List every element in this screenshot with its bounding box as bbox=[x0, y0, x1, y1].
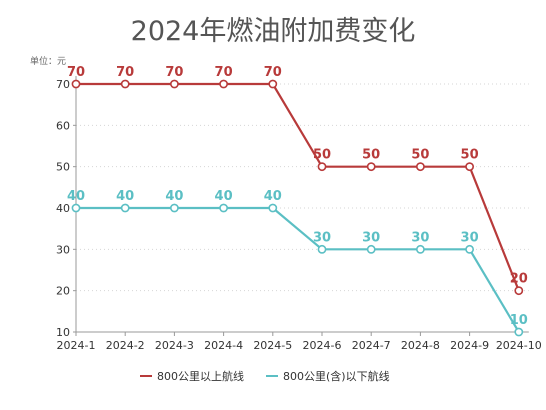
data-label: 50 bbox=[461, 148, 479, 163]
unit-label: 单位：元 bbox=[30, 55, 66, 67]
x-tick-label: 2024-10 bbox=[496, 339, 542, 352]
data-label: 30 bbox=[313, 230, 331, 245]
x-tick-label: 2024-9 bbox=[450, 339, 489, 352]
data-point bbox=[71, 79, 81, 89]
data-point bbox=[317, 244, 327, 254]
x-tick-label: 2024-4 bbox=[204, 339, 243, 352]
data-label: 40 bbox=[165, 189, 183, 204]
x-tick-label: 2024-8 bbox=[401, 339, 440, 352]
data-point bbox=[366, 244, 376, 254]
data-label: 70 bbox=[215, 65, 233, 80]
data-label: 30 bbox=[411, 230, 429, 245]
data-point bbox=[71, 203, 81, 213]
x-tick-label: 2024-6 bbox=[303, 339, 342, 352]
x-tick-label: 2024-5 bbox=[253, 339, 292, 352]
data-point bbox=[415, 244, 425, 254]
series-line-1 bbox=[76, 82, 520, 292]
x-tick-label: 2024-3 bbox=[155, 339, 194, 352]
x-tick-label: 2024-1 bbox=[57, 339, 96, 352]
x-tick-label: 2024-7 bbox=[352, 339, 391, 352]
data-label: 20 bbox=[510, 272, 528, 287]
data-point bbox=[415, 162, 425, 172]
data-point bbox=[169, 79, 179, 89]
y-tick-label: 50 bbox=[56, 161, 70, 174]
legend-label: 800公里(含)以下航线 bbox=[283, 369, 390, 383]
data-label: 10 bbox=[510, 313, 528, 328]
chart-title: 2024年燃油附加费变化 bbox=[131, 16, 416, 47]
data-point bbox=[120, 79, 130, 89]
grid-lines bbox=[76, 83, 529, 292]
x-tick-label: 2024-2 bbox=[106, 339, 145, 352]
data-label: 40 bbox=[116, 189, 134, 204]
data-label: 50 bbox=[411, 148, 429, 163]
data-label: 30 bbox=[461, 230, 479, 245]
y-tick-label: 60 bbox=[56, 119, 70, 132]
data-label: 70 bbox=[67, 65, 85, 80]
data-point bbox=[465, 162, 474, 172]
data-label: 70 bbox=[116, 65, 134, 80]
data-point bbox=[268, 203, 278, 213]
y-tick-label: 30 bbox=[56, 243, 70, 256]
y-tick-label: 40 bbox=[56, 202, 70, 215]
data-point bbox=[268, 79, 278, 89]
y-tick-label: 10 bbox=[56, 326, 70, 339]
data-point bbox=[366, 162, 376, 172]
data-point bbox=[465, 244, 474, 254]
data-point bbox=[514, 327, 524, 337]
data-point bbox=[120, 203, 130, 213]
data-label: 70 bbox=[165, 65, 183, 80]
legend-label: 800公里以上航线 bbox=[157, 369, 244, 383]
data-label: 30 bbox=[362, 230, 380, 245]
data-point bbox=[219, 203, 228, 213]
data-point bbox=[219, 79, 228, 89]
data-point bbox=[514, 286, 524, 296]
data-point bbox=[317, 162, 327, 172]
y-tick-label: 20 bbox=[56, 285, 70, 298]
data-label: 40 bbox=[67, 189, 85, 204]
axes: 10 20 30 40 50 60 70 2024-1 2024-2 2024-3 2024-4 20… bbox=[56, 76, 542, 352]
data-label: 40 bbox=[215, 189, 233, 204]
data-label: 50 bbox=[362, 148, 380, 163]
data-label: 40 bbox=[264, 189, 282, 204]
data-label: 70 bbox=[264, 65, 282, 80]
series-line-2 bbox=[76, 206, 520, 333]
series-layer: 70 70 70 70 70 50 50 50 50 20 40 40 40 40 40 30 30 30 30 10 bbox=[67, 65, 528, 337]
legend: 800公里以上航线 800公里(含)以下航线 bbox=[140, 369, 390, 383]
data-point bbox=[169, 203, 179, 213]
y-tick-label: 70 bbox=[56, 78, 70, 91]
data-label: 50 bbox=[313, 148, 331, 163]
